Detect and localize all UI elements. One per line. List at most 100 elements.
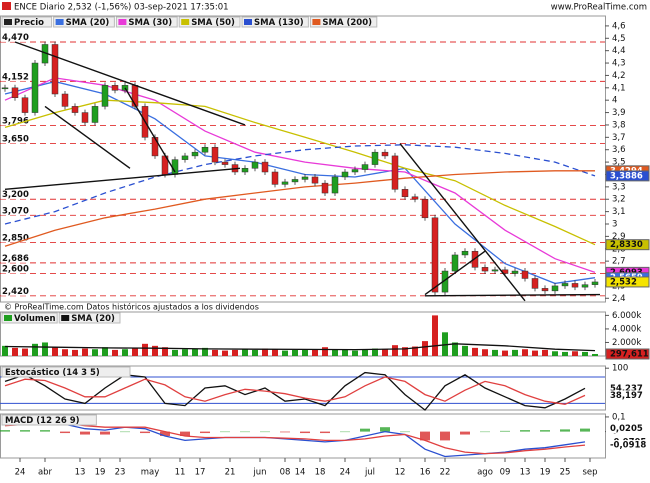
candle bbox=[181, 155, 189, 160]
volume-bar bbox=[502, 350, 508, 356]
candle bbox=[271, 171, 279, 185]
legend-label: Precio bbox=[14, 18, 44, 28]
value-marker-label: 2,532 bbox=[610, 277, 637, 287]
volume-bar bbox=[152, 345, 158, 356]
candle bbox=[561, 283, 569, 287]
value-marker bbox=[606, 390, 649, 401]
candle bbox=[191, 151, 199, 157]
level-label: 2,420 bbox=[2, 287, 29, 297]
value-marker bbox=[605, 276, 650, 288]
sma-line bbox=[4, 144, 596, 225]
candle bbox=[51, 44, 59, 95]
volume-bar bbox=[302, 349, 308, 356]
macd-histogram bbox=[400, 431, 410, 433]
x-tick-label: sep bbox=[582, 468, 597, 478]
x-tick-label: may bbox=[141, 468, 160, 478]
volume-bar bbox=[422, 341, 428, 356]
candle bbox=[431, 217, 439, 293]
volume-bar bbox=[12, 347, 18, 356]
x-tick-label: 13 bbox=[75, 468, 86, 478]
candle bbox=[461, 250, 469, 256]
y-tick-label: 4,2 bbox=[612, 71, 626, 81]
candle bbox=[581, 284, 589, 288]
logo-icon bbox=[2, 2, 11, 10]
x-tick-label: ago bbox=[477, 468, 493, 478]
value-marker bbox=[605, 170, 650, 182]
candle bbox=[171, 159, 179, 175]
legend-swatch bbox=[118, 19, 127, 25]
candle bbox=[391, 155, 399, 190]
trendline bbox=[399, 143, 526, 302]
y-tick-label: 4.000k bbox=[612, 324, 641, 334]
macd-histogram bbox=[280, 431, 290, 433]
trendline bbox=[424, 293, 601, 297]
macd-histogram bbox=[0, 430, 10, 432]
x-tick-label: 16 bbox=[420, 468, 431, 478]
legend-box bbox=[58, 312, 121, 324]
volume-bar bbox=[452, 342, 458, 356]
x-tick-label: 21 bbox=[225, 468, 236, 478]
legend-label: SMA (200) bbox=[322, 18, 372, 28]
level-label: 4,470 bbox=[2, 33, 29, 43]
x-tick-label: 24 bbox=[340, 468, 351, 478]
volume-bar bbox=[282, 350, 288, 356]
legend-box bbox=[178, 16, 241, 28]
level-label: 2,686 bbox=[2, 254, 29, 264]
volume-bar bbox=[382, 349, 388, 356]
x-tick-label: 09 bbox=[500, 468, 511, 478]
volume-bar bbox=[512, 349, 518, 356]
y-tick-label: 2,9 bbox=[612, 232, 626, 242]
y-tick-label: 2,7 bbox=[612, 257, 626, 267]
value-marker-label: 297,611 bbox=[610, 349, 649, 359]
candle bbox=[551, 285, 559, 292]
legend-label: SMA (50) bbox=[191, 18, 235, 28]
macd-histogram bbox=[320, 431, 330, 434]
sma-line bbox=[4, 170, 595, 247]
volume-bar bbox=[332, 349, 338, 356]
volume-bar bbox=[232, 349, 238, 356]
candle bbox=[311, 176, 319, 184]
volume-bar bbox=[442, 332, 448, 356]
value-marker bbox=[606, 423, 649, 434]
value-marker bbox=[606, 383, 649, 394]
macd-histogram bbox=[580, 428, 590, 432]
candle bbox=[481, 267, 489, 272]
level-label: 3,070 bbox=[2, 206, 29, 216]
level-label-bg bbox=[1, 134, 29, 144]
volume-bar bbox=[572, 351, 578, 356]
level-label-bg bbox=[1, 33, 29, 42]
candle bbox=[341, 171, 349, 178]
candle bbox=[491, 269, 499, 272]
macd-histogram bbox=[340, 431, 350, 433]
legend-box bbox=[1, 16, 53, 28]
y-tick-label: 3,3 bbox=[612, 182, 626, 192]
macd-histogram bbox=[20, 430, 30, 432]
volume-bar bbox=[402, 347, 408, 356]
candle bbox=[301, 176, 309, 180]
macd-histogram bbox=[220, 431, 230, 433]
volume-bar bbox=[562, 351, 568, 356]
value-marker-label: 0,0205 bbox=[610, 424, 643, 434]
legend-swatch bbox=[312, 19, 321, 25]
x-tick-label: 14 bbox=[295, 468, 306, 478]
value-marker bbox=[605, 348, 650, 360]
legend-box bbox=[115, 16, 178, 28]
x-tick-label: abr bbox=[38, 468, 53, 478]
volume-bar bbox=[292, 349, 298, 356]
x-tick-label: 19 bbox=[95, 468, 106, 478]
y-tick-label: 3,7 bbox=[612, 133, 626, 143]
volume-bar bbox=[262, 348, 268, 356]
candle bbox=[401, 189, 409, 198]
volume-bar bbox=[462, 345, 468, 356]
macd-histogram bbox=[500, 430, 510, 432]
x-tick-label: 13 bbox=[520, 468, 531, 478]
x-tick-label: 11 bbox=[175, 468, 186, 478]
legend-box bbox=[1, 366, 131, 378]
candle bbox=[91, 106, 99, 123]
legend-swatch bbox=[181, 19, 190, 25]
volume-bar bbox=[342, 349, 348, 356]
level-label: 2,850 bbox=[2, 234, 29, 244]
volume-bar bbox=[582, 351, 588, 356]
y-tick-label: 0,1 bbox=[612, 412, 626, 422]
volume-bar bbox=[482, 349, 488, 356]
